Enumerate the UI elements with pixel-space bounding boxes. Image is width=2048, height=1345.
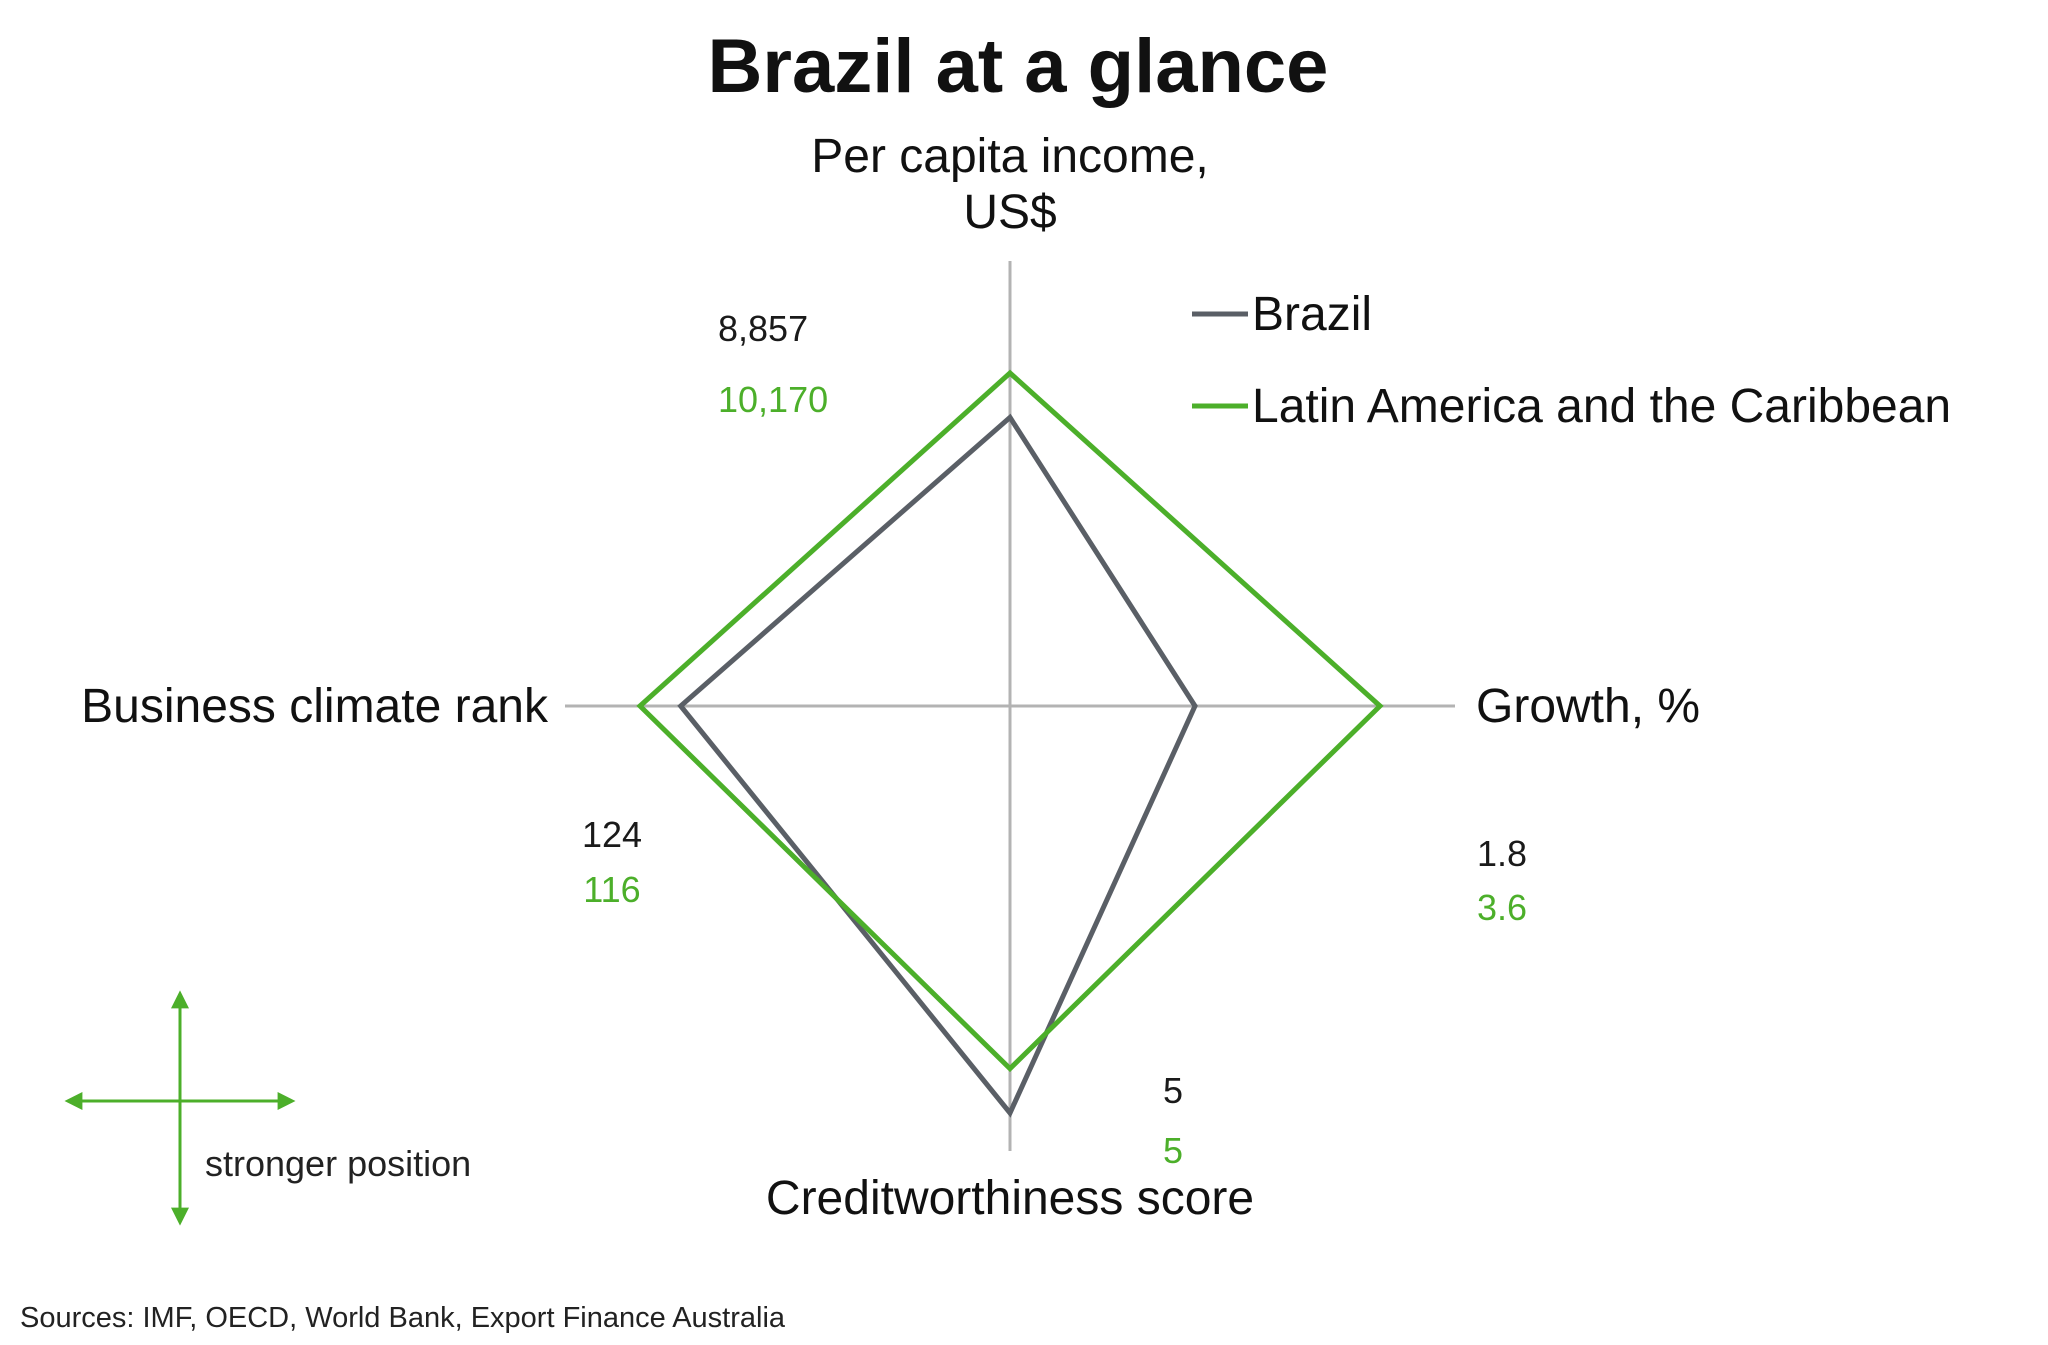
stronger-position-indicator: stronger position [64,990,471,1226]
series-group [636,369,1384,1118]
legend-entry-0: Brazil [1252,288,1372,341]
series-line-1 [636,369,1384,1073]
axis-label-line: Per capita income, [811,130,1209,183]
axis-label-line: Growth, % [1476,680,1700,733]
axis-label-income: Per capita income, US$ [811,130,1209,239]
series-line-0 [677,413,1198,1118]
value-label-income-latam: 10,170 [718,379,828,420]
legend-entry-1: Latin America and the Caribbean [1252,380,1951,433]
value-label-credit-latam: 5 [1163,1130,1183,1171]
value-label-income-brazil: 8,857 [718,308,808,349]
axis-labels-group: Per capita income, US$ Growth, % Creditwort… [81,130,1700,1225]
axis-label-line: Business climate rank [81,680,549,733]
value-label-business-brazil: 124 [582,814,642,855]
value-label-growth-latam: 3.6 [1477,887,1527,928]
axis-label-business: Business climate rank [81,680,549,733]
stronger-position-note: stronger position [205,1143,471,1184]
source-note: Sources: IMF, OECD, World Bank, Export F… [20,1302,786,1334]
legend: Brazil Latin America and the Caribbean [1192,288,1951,433]
value-label-credit-brazil: 5 [1163,1070,1183,1111]
value-labels-group: 8,857 10,170 1.8 3.6 5 5 124 116 [582,308,1527,1171]
axis-label-line: Creditworthiness score [766,1172,1254,1225]
axis-label-line: US$ [963,186,1056,239]
value-label-growth-brazil: 1.8 [1477,833,1527,874]
axis-label-growth: Growth, % [1476,680,1700,733]
axis-label-credit: Creditworthiness score [766,1172,1254,1225]
value-label-business-latam: 116 [583,869,640,910]
chart-title: Brazil at a glance [708,24,1329,109]
